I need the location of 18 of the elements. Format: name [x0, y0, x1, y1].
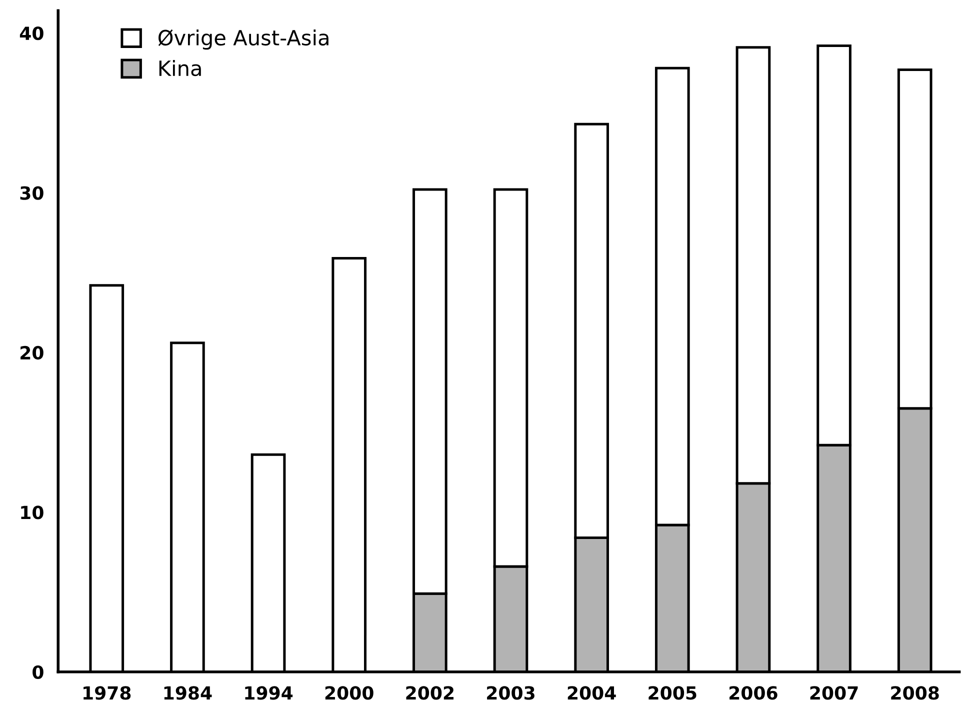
x-tick-label: 2004: [568, 686, 616, 700]
x-tick-label: 2005: [648, 686, 696, 700]
y-tick-label: 20: [20, 346, 44, 360]
legend-label: Øvrige Aust-Asia: [158, 29, 328, 50]
y-tick-label: 10: [21, 506, 44, 520]
x-tick-label: 1984: [164, 686, 212, 700]
x-tick-label: 2007: [810, 686, 858, 700]
x-tick-label: 2006: [730, 686, 778, 700]
x-tick-label: 2002: [406, 686, 454, 700]
y-tick-label: 40: [20, 26, 44, 40]
x-tick-label: 2003: [487, 686, 534, 700]
x-tick-label: 1994: [245, 686, 293, 700]
x-tick-label: 2008: [891, 686, 939, 700]
y-tick-label: 0: [32, 665, 44, 680]
x-tick-label: 2000: [325, 686, 374, 700]
y-tick-label: 30: [20, 186, 44, 200]
legend-label: Kina: [159, 60, 201, 76]
x-tick-label: 1978: [84, 686, 131, 700]
